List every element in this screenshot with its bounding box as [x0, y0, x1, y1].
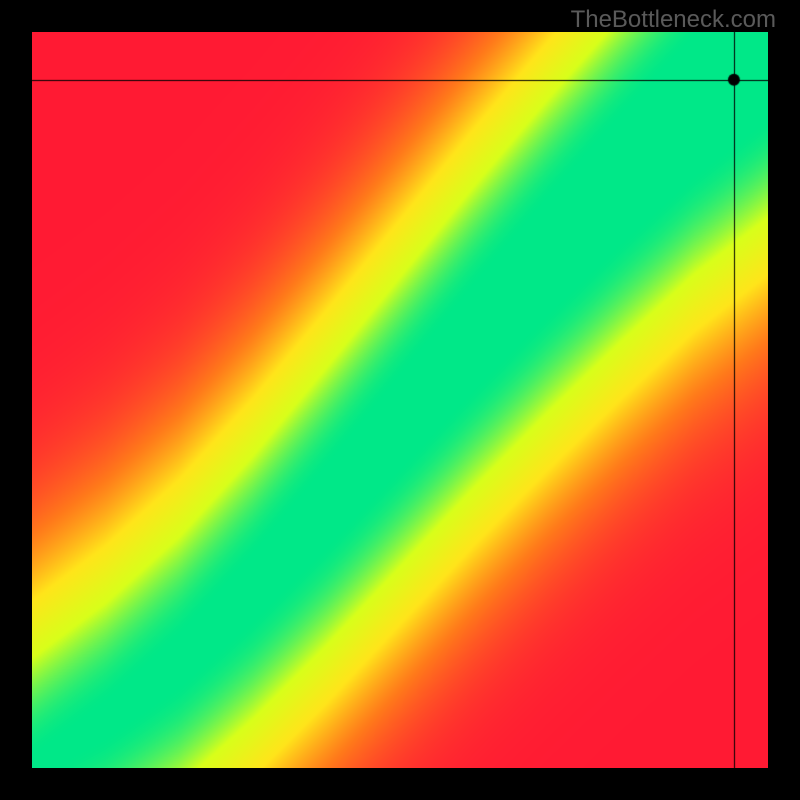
watermark-text: TheBottleneck.com — [571, 6, 776, 34]
bottleneck-heatmap — [32, 32, 768, 768]
chart-container: TheBottleneck.com — [0, 0, 800, 800]
